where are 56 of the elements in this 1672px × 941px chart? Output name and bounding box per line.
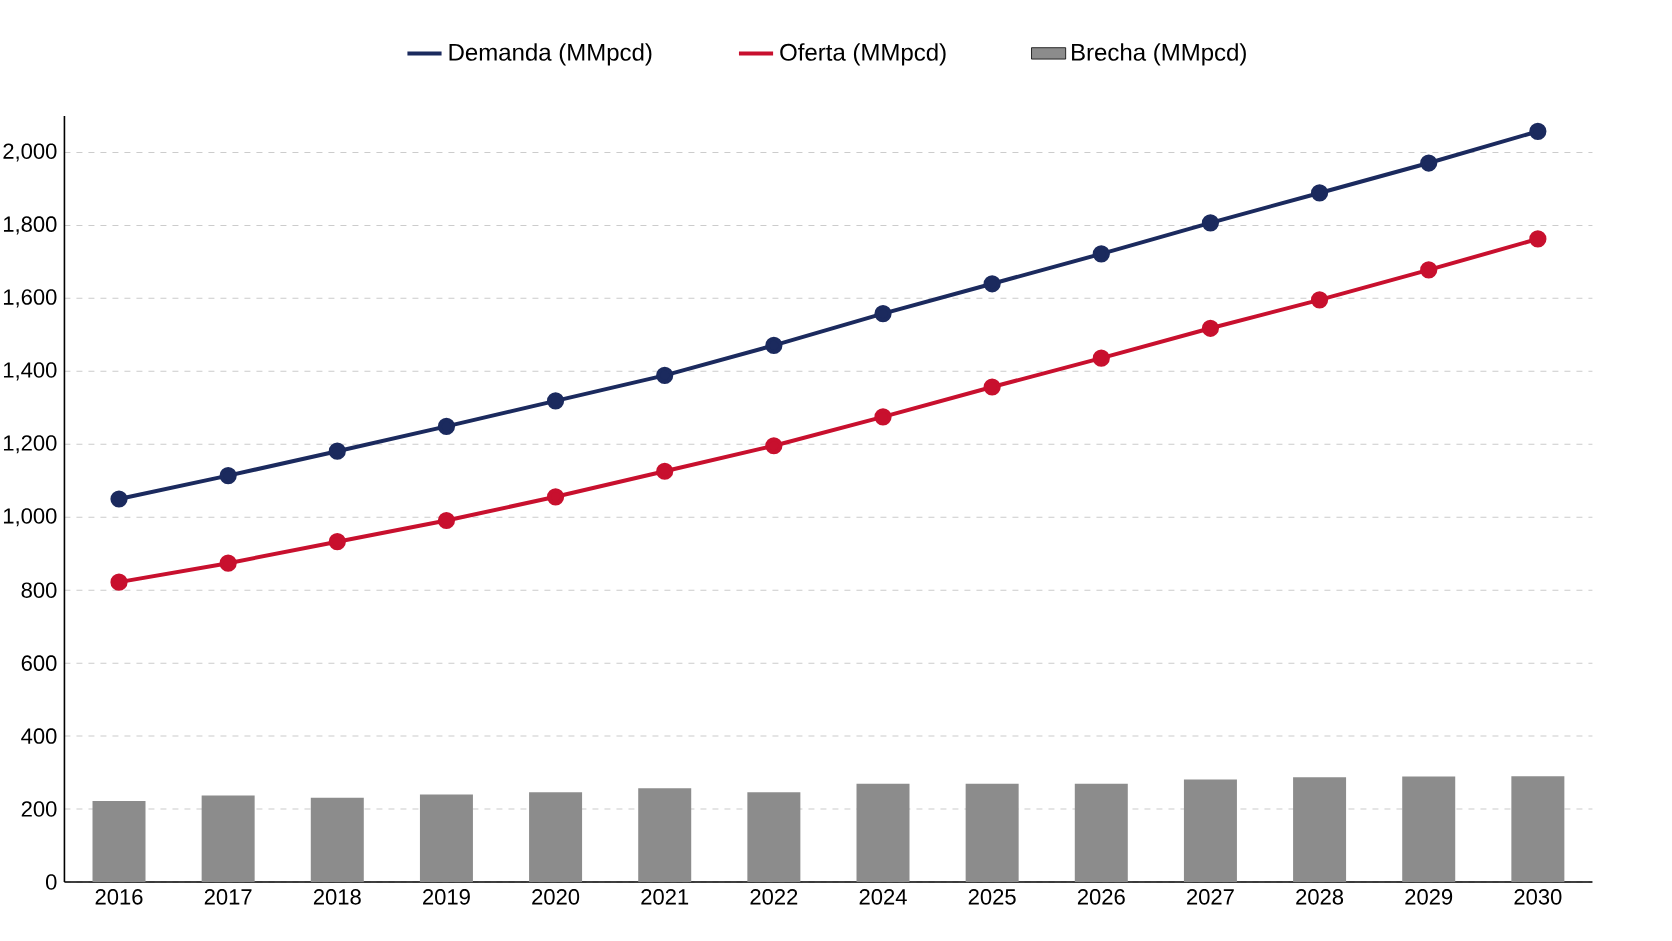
point (765, 437, 783, 455)
y-tick-label: 800 (21, 582, 57, 598)
point (656, 462, 674, 480)
point (546, 488, 565, 506)
x-tick-label: 2018 (313, 889, 361, 905)
x-tick-label: 2024 (859, 889, 907, 905)
point (874, 305, 892, 323)
x-tick-label: 2017 (204, 889, 252, 905)
point (874, 408, 892, 426)
point (110, 490, 128, 508)
x-tick-label: 2025 (968, 889, 1016, 905)
x-tick-label: 2016 (95, 889, 143, 905)
x-tick-label: 2020 (532, 889, 580, 905)
point (1310, 291, 1329, 309)
y-tick-label: 1,800 (3, 216, 57, 235)
x-tick-label: 2029 (1405, 889, 1453, 905)
x-tick-label: 2021 (641, 889, 689, 905)
point (219, 467, 237, 485)
y-tick-label: 0 (45, 874, 57, 890)
point (328, 442, 346, 460)
x-tick-label: 2026 (1077, 889, 1125, 905)
point (1529, 230, 1547, 248)
y-tick-label: 2,000 (3, 143, 57, 162)
point (1092, 349, 1110, 367)
x-tick-label: 2022 (750, 889, 798, 905)
x-tick-label: 2030 (1514, 889, 1562, 905)
point (656, 366, 674, 384)
point (328, 533, 346, 551)
point (110, 573, 128, 591)
legend-label: Brecha (MMpcd) (1072, 43, 1246, 66)
point (1092, 245, 1110, 263)
legend-label: Oferta (MMpcd) (780, 43, 946, 66)
point (983, 275, 1001, 293)
point (1201, 319, 1220, 337)
point (1201, 214, 1220, 232)
legend-label: Demanda (MMpcd) (449, 43, 652, 66)
point (219, 554, 237, 572)
y-tick-label: 400 (21, 728, 57, 744)
y-tick-label: 200 (21, 801, 57, 817)
y-tick-label: 1,600 (3, 289, 57, 308)
point (1420, 154, 1438, 172)
point (765, 336, 783, 355)
point (983, 378, 1001, 396)
point (1420, 261, 1438, 279)
point (546, 392, 565, 410)
point (437, 511, 456, 530)
x-tick-label: 2019 (423, 889, 470, 905)
y-tick-label: 1,200 (3, 435, 57, 454)
y-tick-label: 600 (21, 655, 57, 671)
point (437, 417, 456, 435)
x-tick-label: 2027 (1187, 889, 1234, 905)
y-tick-label: 1,000 (3, 508, 57, 527)
y-tick-label: 1,400 (3, 362, 57, 381)
point (1310, 184, 1329, 202)
point (1529, 122, 1547, 140)
x-tick-label: 2028 (1296, 889, 1344, 905)
